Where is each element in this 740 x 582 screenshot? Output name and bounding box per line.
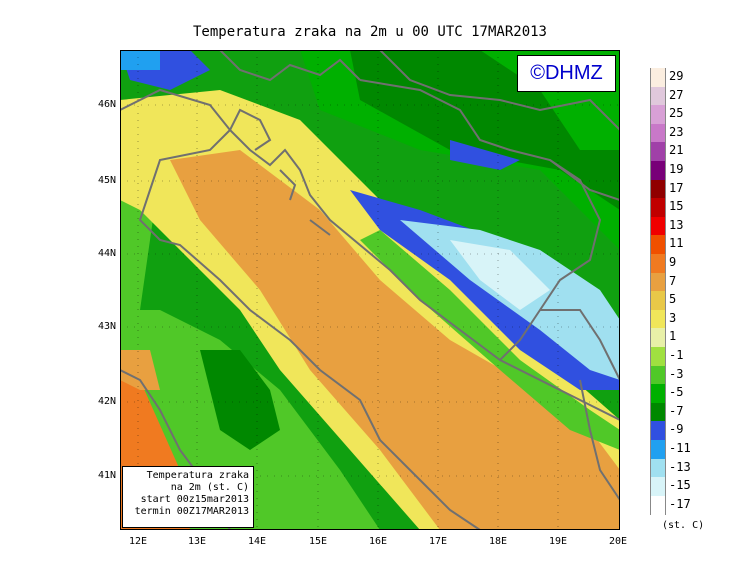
legend-swatch (650, 440, 666, 460)
legend-label: 3 (669, 310, 677, 325)
legend-swatch (650, 272, 666, 292)
border-hungary (379, 50, 620, 131)
legend-units: (st. C) (662, 520, 705, 531)
lat-label: 45N (97, 175, 116, 186)
legend-label: -9 (669, 422, 684, 437)
legend-label: -13 (669, 459, 691, 474)
legend-swatch (650, 68, 666, 88)
border-albania (579, 379, 620, 501)
legend-swatch (650, 161, 666, 181)
legend-swatch (650, 123, 666, 143)
lon-label: 14E (247, 536, 267, 547)
field-coast-green (360, 230, 620, 450)
legend-label: 27 (669, 87, 684, 102)
legend-swatch (650, 198, 666, 218)
info-line: na 2m (st. C) (170, 482, 249, 493)
lon-label: 12E (128, 536, 148, 547)
field-alps-light (120, 50, 160, 70)
legend-swatch (650, 384, 666, 404)
legend-swatch (650, 458, 666, 478)
legend-label: 13 (669, 217, 684, 232)
lon-label: 17E (428, 536, 448, 547)
lat-label: 42N (97, 396, 116, 407)
legend-label: -1 (669, 348, 684, 362)
legend-label: 7 (669, 273, 677, 288)
legend-label: -17 (669, 496, 691, 511)
legend-swatch (650, 421, 666, 441)
lat-label: 44N (97, 248, 116, 259)
dhmz-logo: ©DHMZ (517, 55, 616, 92)
legend-swatch (650, 216, 666, 236)
legend-label: 17 (669, 180, 684, 195)
lon-label: 20E (608, 536, 628, 547)
legend-swatch (650, 86, 666, 106)
legend-label: 5 (669, 292, 677, 307)
field-tyrrhenian-light (120, 350, 160, 390)
legend-label: 21 (669, 143, 684, 158)
legend-label: -11 (669, 441, 691, 455)
field-italy-dark (200, 350, 280, 450)
legend-swatch (650, 235, 666, 255)
legend-swatch (650, 477, 666, 497)
lon-label: 18E (488, 536, 508, 547)
lat-label: 41N (97, 470, 116, 481)
legend-swatch (650, 309, 666, 329)
legend-swatch (650, 347, 666, 367)
legend-label: 1 (669, 329, 677, 344)
legend-swatch (650, 495, 666, 515)
border-serbia (549, 159, 620, 201)
info-line: Temperatura zraka (146, 470, 249, 481)
legend-label: 25 (669, 106, 684, 121)
legend-label: 29 (669, 69, 684, 83)
legend-label: 9 (669, 255, 677, 269)
field-dinaric-white (450, 240, 550, 310)
field-hungary-blue (450, 140, 520, 170)
info-box: Temperatura zraka na 2m (st. C) start 00… (122, 466, 254, 528)
lon-label: 19E (548, 536, 568, 547)
info-line: termin 00Z17MAR2013 (134, 506, 249, 517)
border-slovenia (219, 50, 361, 82)
field-sea-orange (170, 150, 620, 530)
legend-label: -15 (669, 478, 691, 493)
temperature-map (120, 50, 620, 530)
legend-label: -3 (669, 366, 684, 381)
grid-lines (120, 50, 620, 530)
croatia-coast (229, 129, 620, 421)
coastlines (120, 50, 620, 530)
legend-label: 15 (669, 199, 684, 214)
legend-swatch (650, 179, 666, 199)
legend-swatch (650, 365, 666, 385)
info-line: start 00z15mar2013 (140, 494, 249, 505)
legend-label: -5 (669, 385, 684, 400)
legend-label: -7 (669, 403, 684, 418)
legend-swatch (650, 291, 666, 311)
map-title: Temperatura zraka na 2m u 00 UTC 17MAR20… (192, 24, 547, 40)
lat-label: 43N (97, 321, 116, 332)
legend-swatch (650, 142, 666, 162)
lon-label: 16E (368, 536, 388, 547)
legend-label: 19 (669, 162, 684, 176)
border-montenegro (540, 309, 620, 381)
kvarner-islands (279, 169, 331, 236)
istria (229, 108, 272, 151)
lat-label: 46N (97, 99, 116, 110)
legend-swatch (650, 105, 666, 125)
legend-label: 11 (669, 236, 684, 251)
legend-swatch (650, 328, 666, 348)
lon-label: 13E (187, 536, 207, 547)
map-frame (120, 50, 620, 530)
legend-swatch (650, 254, 666, 274)
lon-label: 15E (308, 536, 328, 547)
legend-label: 23 (669, 124, 684, 139)
legend-swatch (650, 402, 666, 422)
